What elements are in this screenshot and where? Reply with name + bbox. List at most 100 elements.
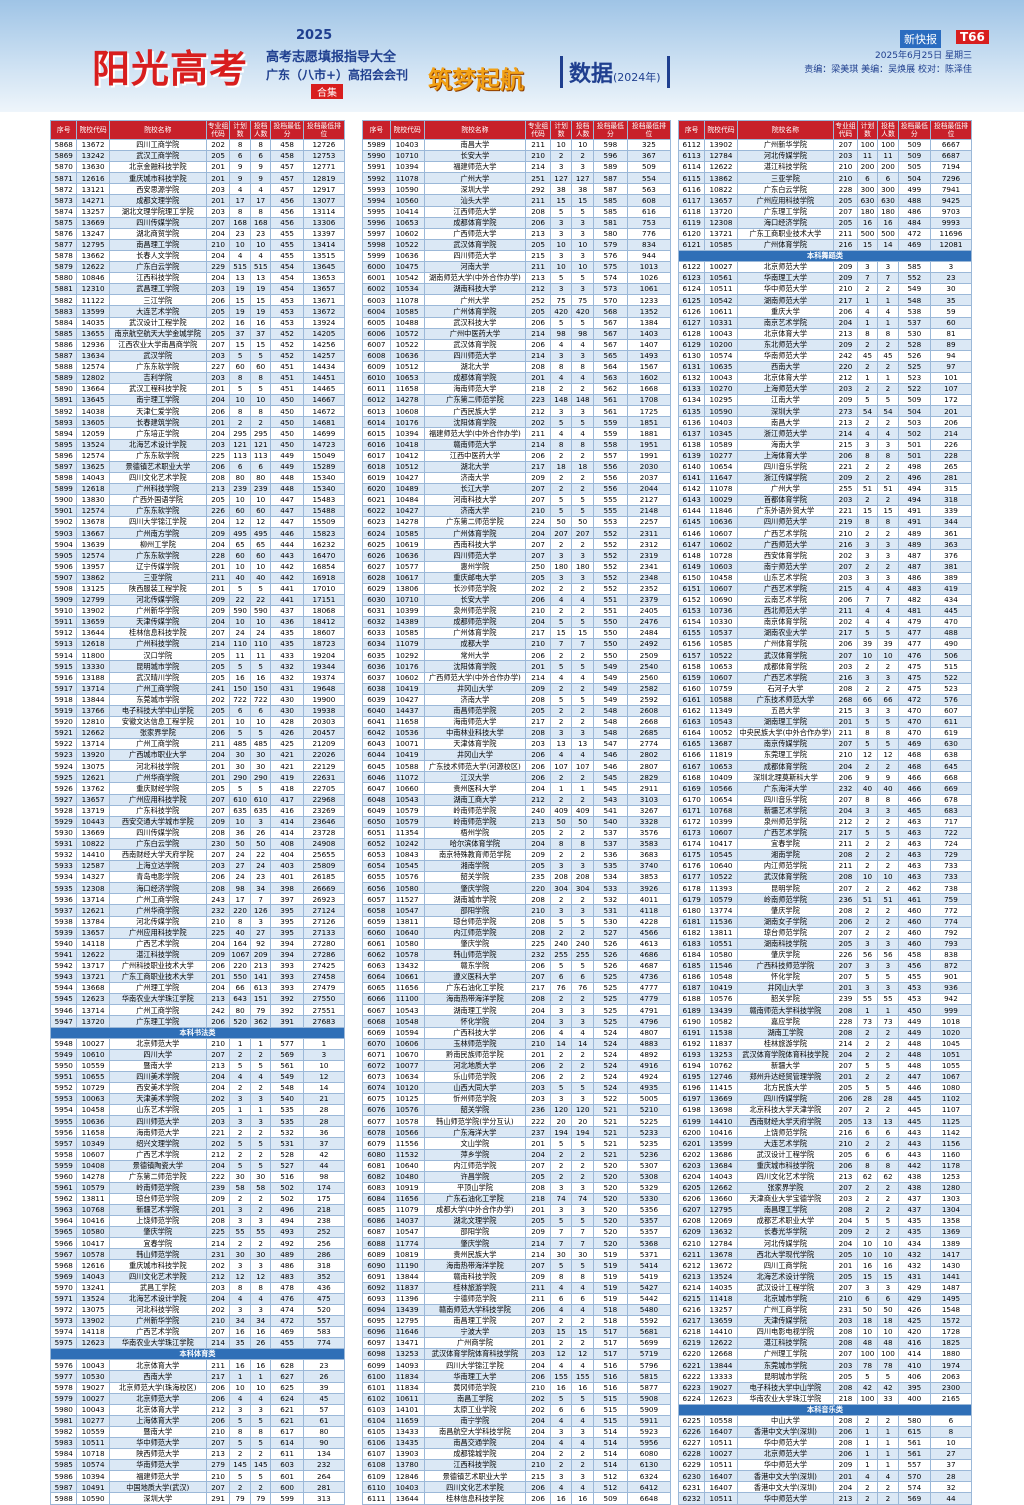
table-cell: 2 — [249, 1448, 272, 1461]
table-cell: 503 — [897, 416, 931, 429]
table-cell: 204 — [525, 616, 551, 629]
table-row: 6139 10277 上海体育大学 206 8 8 501 228 — [677, 449, 973, 462]
table-cell: 13920 — [76, 749, 110, 762]
table-cell: 四川音乐学院 — [736, 793, 835, 806]
table-cell: 37 — [229, 327, 251, 340]
table-cell: 12819 — [302, 172, 346, 185]
table-cell: 474 — [270, 1303, 304, 1316]
table-cell: 475 — [897, 682, 931, 695]
table-cell: 304 — [549, 882, 573, 895]
table-cell: 393 — [270, 959, 304, 973]
table-row: 6015 10394 福建师范大学(中外合作办学) 211 4 4 559 1881 — [362, 427, 672, 440]
table-cell: 武汉晴川学院 — [108, 671, 207, 684]
table-cell: 10488 — [389, 316, 425, 329]
table-cell: 205 — [205, 1104, 231, 1117]
table-cell: 13862 — [76, 571, 110, 584]
table-cell: 509 — [897, 150, 931, 163]
table-row: 5999 10636 四川师范大学 215 3 3 576 944 — [362, 249, 672, 263]
table-cell: 6180 — [677, 904, 706, 917]
table-cell: 2 — [877, 915, 899, 928]
table-cell: 73 — [856, 1015, 879, 1028]
table-cell: 205 — [833, 216, 858, 229]
table-cell: 沈阳体育学院 — [423, 660, 527, 673]
table-cell: 9425 — [929, 194, 973, 207]
table-row: 6055 10576 韶关学院 235 208 208 534 3853 — [362, 871, 672, 884]
table-cell: 广西城市职业大学 — [108, 749, 207, 762]
table-cell: 3 — [302, 1048, 346, 1061]
table-row: 6009 10512 湖北大学 208 8 8 564 1567 — [362, 360, 672, 373]
table-cell: 5592 — [626, 1314, 672, 1328]
table-cell: 204 — [205, 1070, 231, 1083]
column-header: 院校代码 — [389, 120, 425, 140]
table-cell: 成都体育学院 — [736, 760, 835, 773]
table-cell: 1 — [856, 1004, 879, 1017]
table-row: 6162 11349 五邑大学 215 3 3 470 607 — [677, 704, 973, 717]
table-row: 5926 13762 重庆财经学院 205 5 5 418 22705 — [49, 782, 346, 795]
table-row: 6182 13811 琼台师范学院 207 2 2 460 792 — [677, 926, 973, 939]
table-cell: 468 — [897, 749, 931, 762]
table-cell: 205 — [205, 150, 231, 163]
table-cell: 6094 — [362, 1303, 391, 1316]
table-cell: 26 — [302, 1370, 346, 1383]
table-cell: 27286 — [302, 948, 346, 961]
table-cell: 476 — [270, 1292, 304, 1305]
table-row: 6097 13471 广州商学院 201 2 2 517 5699 — [362, 1337, 672, 1350]
table-cell: 210 — [833, 1137, 858, 1150]
table-cell: 27458 — [302, 971, 346, 984]
table-cell: 216 — [833, 671, 858, 684]
table-cell: 683 — [929, 804, 973, 817]
table-cell: 华中师范大学 — [736, 1436, 835, 1450]
table-cell: 4 — [549, 1359, 573, 1372]
data-table: 序号 院校代码 院校名称 专业组代码 计划数 投档人数 投档最低分 投档最低排位 6112 139… — [677, 120, 973, 1505]
table-cell: 13241 — [76, 1281, 110, 1294]
table-cell: 207 — [205, 804, 231, 817]
table-cell: 5968 — [49, 1259, 78, 1272]
table-cell: 5886 — [49, 338, 78, 351]
table-cell: 208 — [833, 848, 858, 862]
table-row: 5941 12622 湛江科技学院 209 1067 209 394 27286 — [49, 948, 346, 961]
table-cell: 19900 — [302, 693, 346, 706]
table-cell: 6039 — [362, 693, 391, 706]
table-cell: 525 — [592, 1015, 628, 1028]
table-row: 6115 13862 三亚学院 210 6 6 504 7296 — [677, 172, 973, 185]
table-row: 6070 10606 玉林师范学院 210 14 14 524 4883 — [362, 1037, 672, 1050]
table-cell: 450 — [897, 1004, 931, 1017]
table-row: 5912 13644 桂林信息科技学院 207 24 24 435 18607 — [49, 627, 346, 640]
table-cell: 三亚学院 — [736, 172, 835, 185]
table-cell: 73 — [877, 1015, 899, 1028]
table-row: 5977 10530 西南大学 217 1 1 627 26 — [49, 1370, 346, 1383]
table-cell: 204 — [205, 538, 231, 551]
table-cell: 13639 — [76, 538, 110, 551]
table-cell: 2 — [549, 150, 573, 163]
table-cell: 10331 — [704, 316, 738, 329]
table-cell: 10027 — [76, 1037, 110, 1050]
table-cell: 10345 — [704, 427, 738, 440]
table-cell: 30 — [929, 283, 973, 296]
table-cell: 315 — [929, 482, 973, 496]
table-row: 6177 10522 武汉体育学院 208 10 10 463 733 — [677, 871, 973, 884]
table-cell: 16 — [229, 1359, 251, 1372]
table-row: 5925 12621 广州华商学院 201 290 290 419 22631 — [49, 771, 346, 784]
table-row: 6093 11396 宁德师范学院 211 6 6 519 5442 — [362, 1292, 672, 1305]
table-cell: 8 — [549, 360, 573, 373]
table-cell: 哈尔滨体育学院 — [423, 837, 527, 851]
table-cell: 213 — [525, 227, 551, 240]
table-cell: 6050 — [362, 815, 391, 828]
table-cell: 13774 — [704, 904, 738, 917]
table-cell: 518 — [592, 1314, 628, 1328]
table-cell: 2 — [549, 793, 573, 806]
table-cell: 6028 — [362, 571, 391, 584]
table-cell: 207 — [525, 1159, 551, 1172]
table-cell: 成都大学 — [423, 638, 527, 651]
table-cell: 453 — [270, 305, 304, 318]
section-row: 本科舞蹈类 — [678, 249, 972, 263]
table-cell: 6014 — [362, 416, 391, 429]
table-cell: 上海立达学院 — [108, 860, 207, 873]
table-cell: 517 — [592, 1348, 628, 1361]
table-cell: 5868 — [49, 138, 78, 152]
table-cell: 4 — [877, 427, 899, 440]
table-cell: 13625 — [76, 460, 110, 473]
table-cell: 13114 — [302, 205, 346, 218]
table-cell: 13634 — [76, 349, 110, 362]
table-cell: 6020 — [362, 482, 391, 496]
